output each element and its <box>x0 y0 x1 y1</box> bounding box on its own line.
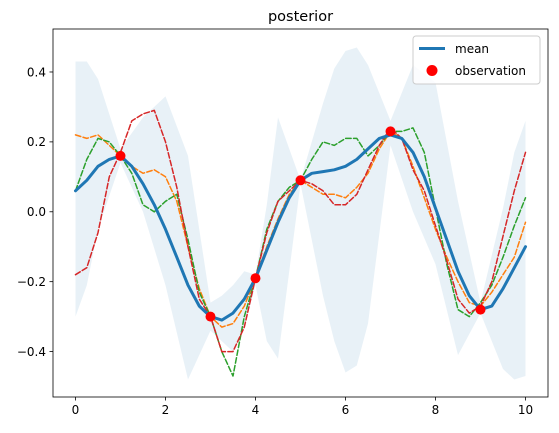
plot-area <box>74 47 527 380</box>
y-tick-label: 0.0 <box>27 205 46 219</box>
chart-title: posterior <box>268 9 333 25</box>
observation-point <box>205 311 216 322</box>
observation-point <box>385 126 396 137</box>
legend-observation-label: observation <box>455 64 526 78</box>
legend-mean-label: mean <box>455 42 489 56</box>
y-tick-label: −0.2 <box>17 275 46 289</box>
x-tick-label: 2 <box>162 403 170 417</box>
x-tick-label: 8 <box>432 403 440 417</box>
y-tick-label: 0.4 <box>27 65 46 79</box>
axes-ticks: 0 2 4 6 8 10 −0.4 −0.2 0.0 0.2 0.4 <box>17 65 533 417</box>
x-tick-label: 4 <box>252 403 260 417</box>
uncertainty-band <box>75 47 526 380</box>
observation-point <box>115 150 126 161</box>
observation-point <box>475 304 486 315</box>
y-tick-label: 0.2 <box>27 135 46 149</box>
y-tick-label: −0.4 <box>17 345 46 359</box>
x-tick-label: 6 <box>342 403 350 417</box>
axes-frame <box>52 28 549 398</box>
x-tick-label: 0 <box>72 403 80 417</box>
observation-point <box>295 175 306 186</box>
legend-observation-swatch <box>426 65 438 76</box>
legend: mean observation <box>412 35 541 85</box>
x-tick-label: 10 <box>518 403 533 417</box>
observation-point <box>250 273 261 284</box>
